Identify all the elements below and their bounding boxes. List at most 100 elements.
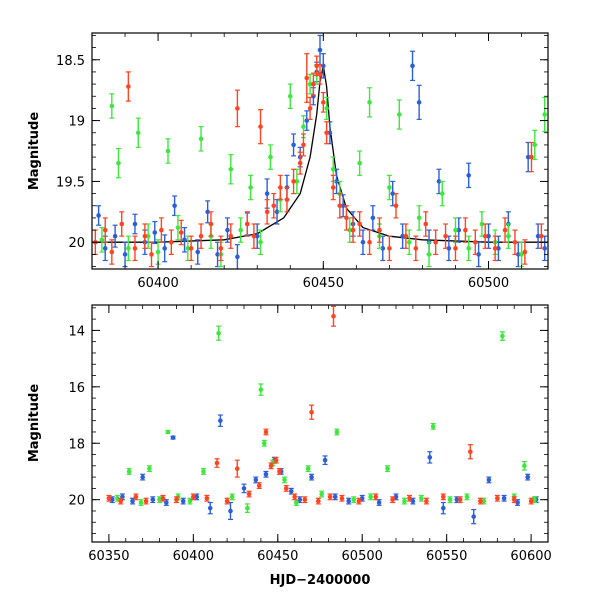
top-point-s0-20 [291, 133, 297, 157]
top-point-s1-43 [532, 129, 538, 161]
bottom-point-s2-15 [273, 456, 279, 464]
bottom-point-s2-31 [457, 496, 463, 504]
bottom-point-s2-34 [494, 494, 500, 502]
top-point-s0-37 [416, 84, 422, 120]
bottom-point-s2-23 [331, 305, 337, 327]
bottom-point-s1-27 [464, 493, 470, 501]
top-point-s1-33 [406, 229, 412, 256]
top-point-s1-13 [228, 154, 234, 185]
top-point-s0-16 [254, 223, 260, 249]
top-point-s2-46 [433, 229, 439, 256]
top-point-s1-41 [505, 223, 511, 249]
top-point-s2-36 [343, 205, 349, 231]
bottom-x-tick-label: 60350 [88, 549, 129, 564]
top-point-s2-20 [264, 199, 270, 225]
top-point-s0-14 [234, 244, 240, 269]
top-point-s2-22 [277, 174, 283, 201]
bottom-point-s0-20 [322, 455, 328, 466]
top-point-s0-13 [224, 217, 230, 243]
top-point-s2-42 [393, 192, 399, 219]
top-model-line [92, 65, 548, 243]
bottom-point-s0-6 [170, 435, 176, 440]
top-point-s2-21 [271, 192, 277, 219]
top-point-s2-44 [413, 235, 419, 262]
bottom-point-s0-22 [346, 497, 352, 505]
top-x-tick-label: 60500 [468, 276, 509, 291]
bottom-point-s2-36 [528, 497, 534, 505]
top-point-s1-36 [439, 180, 445, 207]
bottom-point-s0-13 [253, 476, 259, 484]
bottom-point-s0-24 [376, 499, 382, 506]
top-point-s0-8 [172, 195, 178, 217]
bottom-point-s2-1 [118, 497, 124, 505]
bottom-point-s2-20 [309, 404, 315, 420]
top-point-s2-1 [102, 217, 108, 243]
top-point-s1-4 [135, 117, 141, 148]
top-point-s2-23 [284, 186, 290, 213]
bottom-y-tick-label: 16 [68, 381, 85, 396]
top-point-s1-10 [198, 126, 204, 152]
bottom-point-s1-18 [319, 490, 325, 498]
top-point-s1-17 [267, 144, 273, 170]
top-point-s1-1 [109, 93, 115, 119]
bottom-point-s0-9 [207, 501, 213, 515]
top-panel: 60400 60450 60500 18.5 19 19.5 20 Magnitude [27, 32, 549, 291]
bottom-point-s0-31 [486, 476, 492, 484]
bottom-point-s2-21 [315, 497, 321, 505]
bottom-point-s2-35 [511, 496, 517, 504]
bottom-point-s2-16 [276, 468, 282, 475]
top-point-s0-42 [466, 162, 472, 189]
top-point-s1-34 [416, 205, 422, 231]
top-point-s0-32 [370, 205, 376, 231]
bottom-y-tick-label: 20 [68, 494, 85, 509]
top-point-s1-22 [307, 73, 313, 95]
bottom-point-s1-22 [385, 465, 391, 473]
bottom-point-s0-10 [217, 414, 223, 427]
bottom-point-s1-0 [114, 494, 120, 502]
bottom-point-s0-21 [332, 493, 338, 501]
top-x-tick-label: 60400 [137, 276, 178, 291]
bottom-point-s0-28 [440, 501, 446, 515]
top-point-s2-5 [132, 235, 138, 262]
bottom-point-s2-6 [190, 493, 196, 501]
bottom-point-s1-13 [261, 439, 267, 447]
top-point-s0-7 [162, 234, 168, 263]
top-point-s2-51 [482, 223, 488, 249]
top-point-s2-43 [403, 223, 409, 249]
bottom-x-tick-label: 60450 [257, 549, 298, 564]
top-point-s2-55 [522, 239, 528, 265]
bottom-panel: 60350 60400 60450 60500 60550 60600 14 16 18 20 M… [27, 304, 552, 588]
top-point-s0-12 [215, 241, 221, 268]
top-axis-ticks: 60400 60450 60500 18.5 19 19.5 20 [56, 33, 548, 291]
bottom-point-s1-9 [216, 325, 222, 341]
top-point-s2-18 [251, 223, 257, 249]
top-point-s2-3 [119, 211, 125, 237]
top-point-s2-39 [367, 229, 373, 256]
top-y-tick-label: 19.5 [56, 175, 85, 190]
top-point-s1-16 [258, 229, 264, 256]
bottom-point-s1-21 [368, 493, 374, 501]
top-point-s2-37 [350, 217, 356, 243]
top-point-s1-8 [175, 214, 181, 241]
bottom-point-s2-2 [133, 493, 139, 501]
bottom-point-s1-5 [165, 429, 171, 435]
bottom-point-s2-32 [467, 444, 473, 460]
top-point-s2-41 [386, 235, 392, 262]
bottom-point-s1-1 [126, 468, 132, 475]
bottom-point-s0-34 [525, 473, 531, 481]
top-point-s2-10 [178, 219, 184, 246]
top-point-s2-45 [423, 211, 429, 237]
bottom-point-s2-8 [214, 458, 220, 468]
top-point-s1-14 [238, 217, 244, 243]
top-point-s2-50 [472, 229, 478, 256]
top-point-s0-25 [317, 34, 323, 66]
bottom-point-s0-11 [227, 501, 233, 521]
top-point-s2-47 [443, 223, 449, 249]
bottom-point-s2-3 [143, 497, 149, 505]
top-point-s1-5 [145, 223, 151, 249]
top-point-s0-11 [205, 200, 211, 224]
top-point-s2-11 [188, 235, 194, 262]
bottom-point-s2-12 [256, 482, 262, 489]
bottom-point-s2-18 [292, 493, 298, 501]
